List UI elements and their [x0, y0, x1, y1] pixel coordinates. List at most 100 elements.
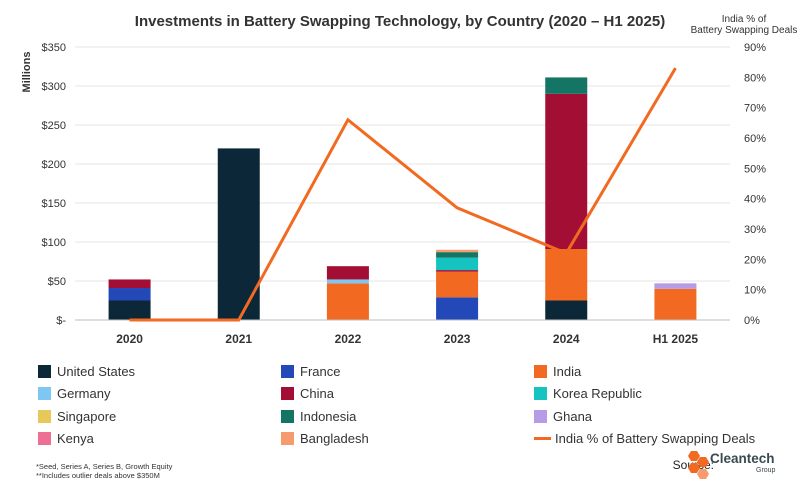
x-tick-label: 2023 — [444, 332, 471, 346]
y2-tick-label: 80% — [744, 72, 766, 84]
chart-title: Investments in Battery Swapping Technolo… — [135, 13, 665, 30]
india-share-point — [565, 252, 567, 254]
cleantech-logo: Cleantech Group — [684, 448, 784, 482]
legend-row: Germany China Korea Republic — [38, 383, 778, 406]
y2-tick-label: 90% — [744, 42, 766, 54]
x-tick-label: 2024 — [553, 332, 580, 346]
legend-swatch — [534, 409, 547, 423]
legend-row: Kenya Bangladesh India % of Battery Swappi… — [38, 428, 778, 451]
legend-item: India % of Battery Swapping Deals — [534, 431, 778, 446]
bar-indonesia — [436, 252, 479, 258]
legend-swatch — [38, 432, 51, 446]
bar-china — [326, 266, 369, 280]
legend-row: United States France India — [38, 360, 778, 383]
y2-tick-label: 20% — [744, 254, 766, 266]
logo-hexagons-icon — [688, 451, 709, 479]
bar-india — [436, 271, 479, 298]
chart: Investments in Battery Swapping Technolo… — [21, 13, 798, 346]
y-axis-label: Millions — [21, 52, 33, 93]
legend-swatch — [534, 437, 551, 441]
legend-item: Bangladesh — [281, 431, 534, 446]
bar-germany — [326, 279, 369, 284]
y2-axis-label: India % of Battery Swapping Deals — [691, 14, 798, 36]
y-tick-label: $50 — [48, 276, 66, 288]
bar-ghana — [654, 283, 697, 289]
india-share-point — [129, 319, 131, 321]
legend-swatch — [281, 432, 294, 446]
y-tick-label: $250 — [42, 120, 66, 132]
india-share-polyline — [129, 67, 677, 322]
footnote-1: *Seed, Series A, Series B, Growth Equity — [36, 462, 173, 471]
bar-india — [654, 288, 697, 320]
y-tick-label: $300 — [42, 81, 66, 93]
legend-item: Kenya — [38, 431, 281, 446]
legend-item: Singapore — [38, 409, 281, 424]
legend-item: China — [281, 386, 534, 401]
india-share-point — [674, 67, 676, 69]
india-share-point — [456, 207, 458, 209]
legend-label: China — [300, 386, 334, 402]
legend-swatch — [38, 387, 51, 401]
bar-france — [436, 297, 479, 320]
legend-swatch — [38, 364, 51, 378]
legend-label: United States — [57, 363, 136, 379]
legend-label: Singapore — [57, 408, 117, 424]
y2-tick-label: 40% — [744, 194, 766, 206]
x-tick-label: 2022 — [335, 332, 362, 346]
x-tick-label: H1 2025 — [653, 332, 699, 346]
legend-swatch — [281, 364, 294, 378]
legend-swatch — [281, 387, 294, 401]
india-share-point — [238, 319, 240, 321]
bar-united-states — [545, 300, 588, 320]
legend-label: Korea Republic — [553, 386, 642, 402]
bar-india — [326, 283, 369, 320]
y2-tick-label: 0% — [744, 315, 760, 327]
y-tick-label: $200 — [42, 159, 66, 171]
bar-korea-republic — [436, 257, 479, 271]
y2-tick-label: 10% — [744, 285, 766, 297]
bar-indonesia — [545, 77, 588, 94]
legend-label: India — [553, 363, 582, 379]
india-share-line — [129, 67, 677, 322]
legend-label: Germany — [57, 386, 111, 402]
bar-india — [545, 249, 588, 301]
x-tick-label: 2021 — [225, 332, 252, 346]
y2-tick-label: 50% — [744, 163, 766, 175]
bar-china — [108, 279, 151, 289]
legend-label: Kenya — [57, 431, 94, 447]
legend-label: Ghana — [553, 408, 593, 424]
y2-tick-label: 30% — [744, 224, 766, 236]
y2-tick-label: 70% — [744, 103, 766, 115]
legend-swatch — [534, 387, 547, 401]
y-tick-label: $- — [56, 315, 66, 327]
legend-item: United States — [38, 364, 281, 379]
y-tick-label: $350 — [42, 42, 66, 54]
bar-france — [108, 288, 151, 301]
bar-united-states — [108, 300, 151, 320]
legend-item: Ghana — [534, 409, 778, 424]
legend-label: Indonesia — [300, 408, 357, 424]
legend-item: Korea Republic — [534, 386, 778, 401]
x-tick-label: 2020 — [116, 332, 143, 346]
legend-item: France — [281, 364, 534, 379]
legend-label: India % of Battery Swapping Deals — [555, 431, 756, 447]
legend-swatch — [38, 409, 51, 423]
legend-swatch — [534, 364, 547, 378]
legend-item: Indonesia — [281, 409, 534, 424]
logo-subtitle: Group — [756, 467, 776, 474]
y2-tick-label: 60% — [744, 133, 766, 145]
y-tick-label: $100 — [42, 237, 66, 249]
gridlines — [75, 46, 730, 282]
india-share-point — [347, 119, 349, 121]
footnotes: *Seed, Series A, Series B, Growth Equity… — [36, 462, 172, 480]
bar-china — [545, 93, 588, 250]
legend-label: France — [300, 363, 341, 379]
legend-label: Bangladesh — [300, 431, 369, 447]
legend-row: Singapore Indonesia Ghana — [38, 405, 778, 428]
logo-wordmark: Cleantech — [710, 451, 775, 466]
axes: $- $50 $100 $150 $200 $250 $300 $350 0% 10% 20% 30%… — [42, 42, 767, 346]
legend: United States France India Germany China Kore… — [38, 360, 778, 450]
bar-bangladesh — [436, 249, 479, 253]
footnote-2: **Includes outlier deals above $350M — [36, 471, 160, 480]
y-tick-label: $150 — [42, 198, 66, 210]
